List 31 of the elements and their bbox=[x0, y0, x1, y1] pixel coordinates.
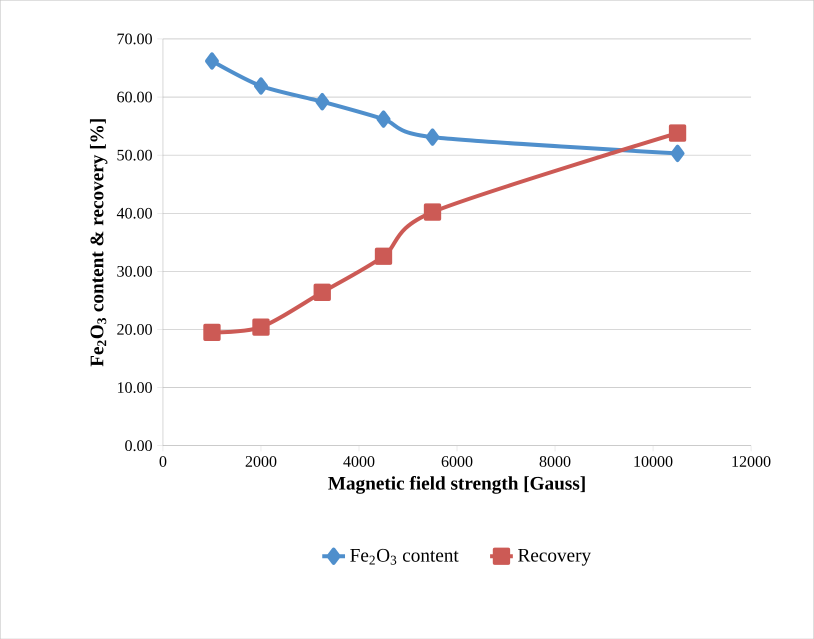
y-tick-label: 20.00 bbox=[117, 324, 152, 335]
point bbox=[315, 92, 330, 110]
x-tick-label: 10000 bbox=[634, 456, 672, 467]
point bbox=[668, 124, 686, 142]
legend-label: Recovery bbox=[518, 548, 592, 566]
y-tick-label: 10.00 bbox=[118, 382, 152, 393]
point bbox=[376, 110, 390, 128]
point bbox=[203, 324, 221, 341]
x-tick-label: 0 bbox=[160, 456, 166, 467]
point bbox=[670, 144, 685, 162]
point bbox=[424, 203, 442, 221]
y-tick-label: 30.00 bbox=[117, 266, 152, 277]
y-tick-label: 50.00 bbox=[117, 150, 152, 160]
y-tick-label: 40.00 bbox=[116, 208, 152, 219]
y-axis-title: Fe$_{2}$O$_{3}$ content & recovery [%] bbox=[90, 119, 108, 366]
x-tick-label: 2000 bbox=[246, 456, 276, 467]
point bbox=[374, 247, 392, 265]
point bbox=[252, 318, 270, 336]
point bbox=[426, 128, 440, 146]
x-tick-label: 12000 bbox=[732, 456, 770, 467]
point bbox=[254, 77, 268, 95]
point bbox=[314, 283, 331, 301]
y-tick-label: 0.00 bbox=[125, 440, 152, 451]
y-tick-label: 60.00 bbox=[117, 91, 152, 102]
x-tick-label: 4000 bbox=[343, 456, 374, 467]
legend-label: Fe$_{2}$O$_{3}$ content bbox=[350, 548, 459, 564]
y-tick-label: 70.00 bbox=[118, 33, 152, 44]
x-tick-label: 8000 bbox=[540, 456, 570, 467]
x-tick-label: 6000 bbox=[442, 456, 472, 467]
x-axis-title: Magnetic field strength [Gauss] bbox=[328, 476, 585, 494]
point bbox=[204, 52, 219, 70]
